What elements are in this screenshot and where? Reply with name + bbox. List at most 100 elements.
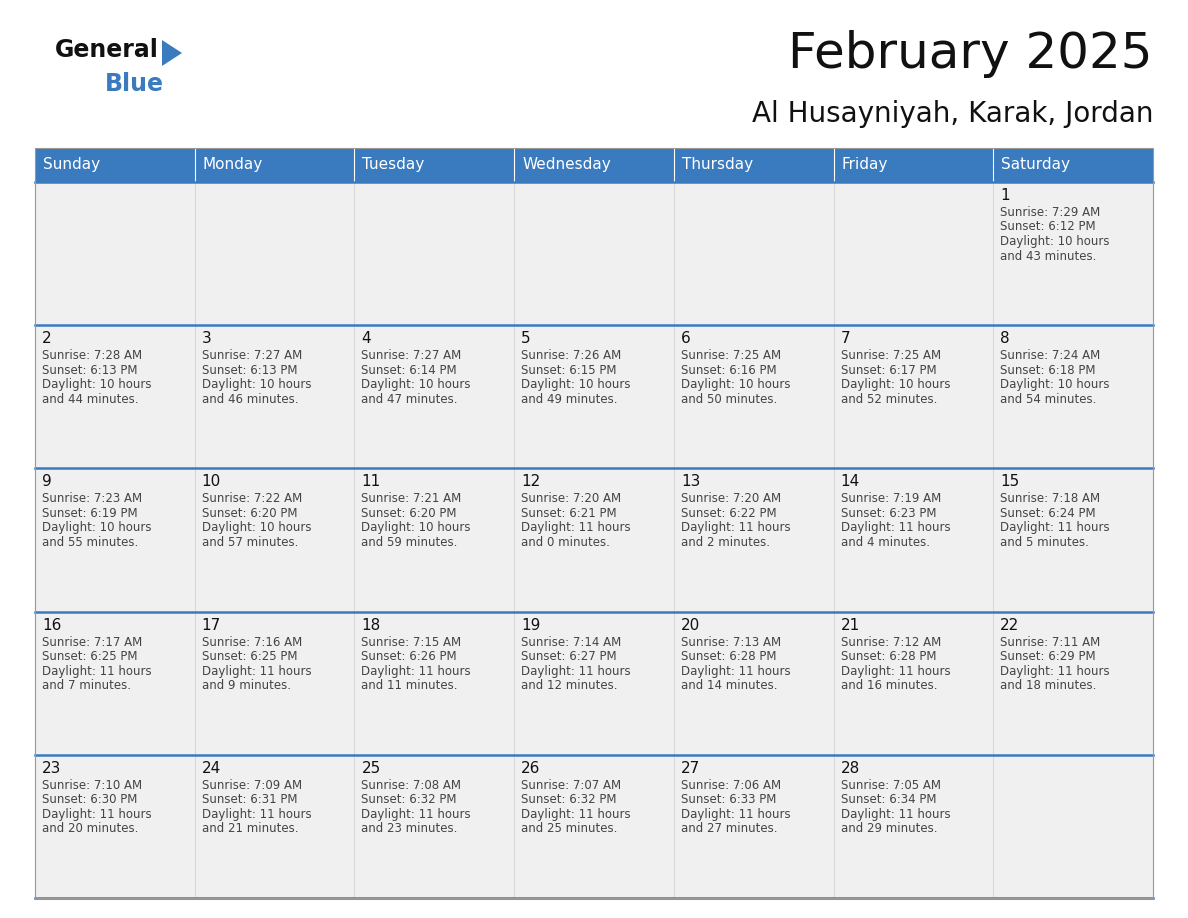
Text: 7: 7 (841, 331, 851, 346)
Bar (674, 325, 834, 468)
Text: Sunset: 6:27 PM: Sunset: 6:27 PM (522, 650, 617, 663)
Text: Daylight: 11 hours: Daylight: 11 hours (42, 808, 152, 821)
Text: Saturday: Saturday (1001, 158, 1070, 173)
Text: 9: 9 (42, 475, 52, 489)
Text: and 9 minutes.: and 9 minutes. (202, 679, 291, 692)
Text: Sunset: 6:32 PM: Sunset: 6:32 PM (522, 793, 617, 806)
Bar (514, 182, 674, 325)
Bar (34, 148, 1154, 898)
Text: Sunset: 6:20 PM: Sunset: 6:20 PM (361, 507, 457, 520)
Text: Sunrise: 7:12 AM: Sunrise: 7:12 AM (841, 635, 941, 649)
Text: Sunrise: 7:18 AM: Sunrise: 7:18 AM (1000, 492, 1100, 506)
Text: Daylight: 11 hours: Daylight: 11 hours (1000, 665, 1110, 677)
Text: Sunrise: 7:27 AM: Sunrise: 7:27 AM (202, 349, 302, 363)
Text: and 21 minutes.: and 21 minutes. (202, 823, 298, 835)
Text: Sunrise: 7:22 AM: Sunrise: 7:22 AM (202, 492, 302, 506)
Text: and 50 minutes.: and 50 minutes. (681, 393, 777, 406)
Text: Thursday: Thursday (682, 158, 753, 173)
Text: Daylight: 11 hours: Daylight: 11 hours (681, 808, 790, 821)
Bar (834, 611, 993, 755)
Text: Sunrise: 7:26 AM: Sunrise: 7:26 AM (522, 349, 621, 363)
Text: and 0 minutes.: and 0 minutes. (522, 536, 609, 549)
Bar (354, 755, 514, 898)
Text: Daylight: 10 hours: Daylight: 10 hours (202, 378, 311, 391)
Bar (34, 182, 195, 325)
Text: Daylight: 11 hours: Daylight: 11 hours (681, 665, 790, 677)
Bar (993, 468, 1154, 611)
Text: February 2025: February 2025 (789, 30, 1154, 78)
Text: Tuesday: Tuesday (362, 158, 424, 173)
Text: Daylight: 11 hours: Daylight: 11 hours (841, 808, 950, 821)
Text: Al Husayniyah, Karak, Jordan: Al Husayniyah, Karak, Jordan (752, 100, 1154, 128)
Bar (674, 182, 834, 325)
Text: and 7 minutes.: and 7 minutes. (42, 679, 131, 692)
Text: Sunset: 6:26 PM: Sunset: 6:26 PM (361, 650, 457, 663)
Text: Sunset: 6:28 PM: Sunset: 6:28 PM (681, 650, 776, 663)
Text: Wednesday: Wednesday (523, 158, 611, 173)
Bar (195, 755, 354, 898)
Text: Sunrise: 7:29 AM: Sunrise: 7:29 AM (1000, 206, 1100, 219)
Text: Sunrise: 7:14 AM: Sunrise: 7:14 AM (522, 635, 621, 649)
Text: and 59 minutes.: and 59 minutes. (361, 536, 457, 549)
Text: and 12 minutes.: and 12 minutes. (522, 679, 618, 692)
Text: Daylight: 10 hours: Daylight: 10 hours (1000, 378, 1110, 391)
Bar (34, 755, 195, 898)
Text: and 46 minutes.: and 46 minutes. (202, 393, 298, 406)
Text: Sunrise: 7:09 AM: Sunrise: 7:09 AM (202, 778, 302, 792)
Text: 2: 2 (42, 331, 51, 346)
Text: 18: 18 (361, 618, 380, 633)
Text: and 18 minutes.: and 18 minutes. (1000, 679, 1097, 692)
Text: Sunset: 6:23 PM: Sunset: 6:23 PM (841, 507, 936, 520)
Text: Daylight: 11 hours: Daylight: 11 hours (841, 521, 950, 534)
Text: Sunset: 6:15 PM: Sunset: 6:15 PM (522, 364, 617, 376)
Text: 13: 13 (681, 475, 700, 489)
Text: Daylight: 11 hours: Daylight: 11 hours (361, 808, 472, 821)
Text: Sunset: 6:13 PM: Sunset: 6:13 PM (42, 364, 138, 376)
Text: 24: 24 (202, 761, 221, 776)
Bar (354, 182, 514, 325)
Text: Sunset: 6:25 PM: Sunset: 6:25 PM (202, 650, 297, 663)
Text: and 25 minutes.: and 25 minutes. (522, 823, 618, 835)
Bar (514, 325, 674, 468)
Text: Sunrise: 7:15 AM: Sunrise: 7:15 AM (361, 635, 462, 649)
Text: Daylight: 10 hours: Daylight: 10 hours (522, 378, 631, 391)
Text: 25: 25 (361, 761, 380, 776)
Bar (354, 468, 514, 611)
Bar (993, 611, 1154, 755)
Text: Sunset: 6:34 PM: Sunset: 6:34 PM (841, 793, 936, 806)
Text: 21: 21 (841, 618, 860, 633)
Text: Daylight: 11 hours: Daylight: 11 hours (522, 808, 631, 821)
Text: 8: 8 (1000, 331, 1010, 346)
Bar (514, 148, 674, 182)
Text: Sunset: 6:20 PM: Sunset: 6:20 PM (202, 507, 297, 520)
Text: Daylight: 11 hours: Daylight: 11 hours (202, 808, 311, 821)
Text: Sunrise: 7:25 AM: Sunrise: 7:25 AM (841, 349, 941, 363)
Text: Daylight: 11 hours: Daylight: 11 hours (681, 521, 790, 534)
Text: and 23 minutes.: and 23 minutes. (361, 823, 457, 835)
Bar (993, 325, 1154, 468)
Text: Sunset: 6:16 PM: Sunset: 6:16 PM (681, 364, 777, 376)
Text: Sunrise: 7:17 AM: Sunrise: 7:17 AM (42, 635, 143, 649)
Text: Sunrise: 7:28 AM: Sunrise: 7:28 AM (42, 349, 143, 363)
Text: and 16 minutes.: and 16 minutes. (841, 679, 937, 692)
Text: Sunset: 6:30 PM: Sunset: 6:30 PM (42, 793, 138, 806)
Text: 5: 5 (522, 331, 531, 346)
Text: and 27 minutes.: and 27 minutes. (681, 823, 777, 835)
Text: Sunset: 6:18 PM: Sunset: 6:18 PM (1000, 364, 1095, 376)
Text: 27: 27 (681, 761, 700, 776)
Text: 19: 19 (522, 618, 541, 633)
Bar (834, 755, 993, 898)
Text: 15: 15 (1000, 475, 1019, 489)
Text: Sunrise: 7:07 AM: Sunrise: 7:07 AM (522, 778, 621, 792)
Bar (993, 755, 1154, 898)
Text: Daylight: 10 hours: Daylight: 10 hours (841, 378, 950, 391)
Text: and 20 minutes.: and 20 minutes. (42, 823, 138, 835)
Text: 6: 6 (681, 331, 690, 346)
Bar (354, 325, 514, 468)
Text: and 2 minutes.: and 2 minutes. (681, 536, 770, 549)
Bar (195, 325, 354, 468)
Polygon shape (162, 40, 182, 66)
Bar (34, 468, 195, 611)
Bar (195, 182, 354, 325)
Text: Sunset: 6:21 PM: Sunset: 6:21 PM (522, 507, 617, 520)
